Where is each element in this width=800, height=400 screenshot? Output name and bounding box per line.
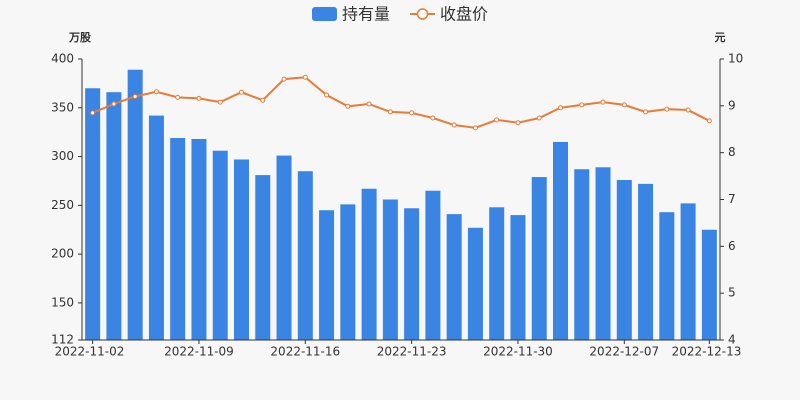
bar	[191, 139, 207, 340]
bar	[574, 169, 590, 340]
right-unit: 元	[715, 31, 726, 44]
bar	[553, 141, 568, 340]
bar	[127, 69, 143, 340]
price-point	[685, 107, 691, 113]
y2-tick-label: 4	[728, 333, 736, 347]
price-point	[366, 101, 372, 107]
bar	[297, 171, 313, 340]
price-point	[324, 92, 330, 98]
x-tick-label: 2022-11-23	[377, 345, 447, 359]
bar	[212, 150, 228, 340]
bar	[340, 204, 356, 340]
bar	[701, 229, 717, 340]
price-point	[196, 95, 202, 101]
price-point	[260, 97, 266, 103]
y2-tick-label: 5	[728, 286, 736, 300]
bar	[425, 190, 441, 340]
price-point	[132, 93, 138, 99]
y-tick-label: 350	[51, 100, 74, 114]
price-point	[706, 118, 712, 124]
left-unit: 万股	[68, 31, 92, 44]
y-tick-label: 200	[51, 247, 74, 261]
bar	[319, 210, 335, 340]
price-point	[558, 105, 563, 111]
y-tick-label: 250	[51, 198, 74, 212]
bar	[531, 177, 547, 340]
x-tick-label: 2022-12-13	[672, 345, 742, 359]
y-tick-label: 150	[51, 295, 74, 309]
price-point	[600, 99, 606, 105]
y2-tick-label: 7	[728, 192, 736, 206]
x-tick-label: 2022-11-02	[55, 345, 125, 359]
y2-tick-label: 9	[728, 98, 736, 112]
bar	[595, 167, 611, 340]
bar	[85, 88, 101, 340]
x-tick-label: 2022-11-09	[164, 345, 234, 359]
y-tick-label: 300	[51, 149, 74, 163]
legend-label: 收盘价	[440, 5, 488, 24]
price-point	[217, 99, 223, 105]
price-point	[494, 117, 500, 123]
bar	[148, 115, 164, 341]
bar	[361, 188, 377, 340]
y2-tick-label: 6	[728, 239, 736, 253]
price-point	[664, 106, 670, 112]
price-point	[515, 120, 521, 126]
legend-label: 持有量	[342, 5, 390, 24]
price-point	[153, 89, 159, 95]
bar	[638, 183, 654, 340]
bar	[255, 175, 271, 340]
y2-tick-label: 10	[728, 52, 743, 66]
bar	[382, 199, 398, 340]
legend-swatch	[416, 8, 429, 20]
x-tick-label: 2022-11-16	[270, 345, 340, 359]
y-tick-label: 112	[51, 333, 74, 347]
bar	[234, 159, 249, 340]
price-point	[345, 103, 351, 109]
bar	[680, 203, 696, 340]
price-point	[302, 74, 308, 80]
bar	[446, 214, 462, 340]
price-point	[472, 125, 478, 131]
bar	[404, 208, 420, 340]
price-point	[90, 110, 96, 116]
price-point	[451, 122, 457, 128]
price-point	[536, 115, 542, 121]
price-point	[239, 89, 244, 95]
price-line	[92, 76, 710, 129]
bar	[659, 212, 675, 340]
price-point	[409, 110, 415, 116]
price-point	[175, 94, 181, 100]
price-point	[643, 109, 649, 115]
bar	[467, 227, 483, 340]
x-tick-label: 2022-11-30	[483, 345, 553, 359]
bar	[170, 138, 186, 340]
bar	[276, 155, 292, 340]
price-point	[111, 101, 117, 107]
y-tick-label: 400	[51, 52, 74, 66]
price-point	[430, 115, 436, 121]
x-tick-label: 2022-12-07	[589, 345, 659, 359]
y2-tick-label: 8	[728, 145, 736, 159]
price-point	[579, 102, 585, 108]
bar	[616, 179, 632, 340]
price-point	[621, 102, 627, 108]
legend-swatch	[312, 7, 337, 21]
bar	[489, 207, 505, 340]
price-point	[387, 109, 393, 115]
bar	[106, 92, 122, 340]
price-point	[281, 76, 287, 82]
bar	[510, 215, 526, 340]
